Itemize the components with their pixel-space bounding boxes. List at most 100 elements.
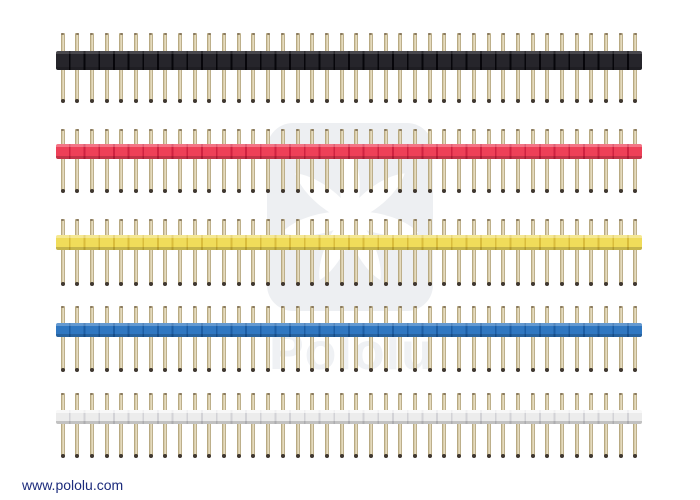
- pin-top-tip: [369, 306, 373, 308]
- header-pin: [89, 219, 94, 286]
- header-pin: [266, 393, 271, 458]
- pin-tip: [178, 282, 183, 286]
- pin-tip: [501, 368, 506, 372]
- pin-top-tip: [134, 129, 138, 131]
- pin-tip: [486, 282, 491, 286]
- pin-top-tip: [237, 219, 241, 221]
- pin-tip: [383, 99, 388, 103]
- pin-tip: [515, 99, 520, 103]
- pin-top-tip: [61, 33, 64, 35]
- pin-tip: [515, 454, 520, 458]
- pin-top-tip: [516, 306, 520, 308]
- pin-tip: [457, 282, 462, 286]
- pin-tip: [75, 368, 80, 372]
- header-pin: [354, 219, 359, 286]
- pin-tip: [398, 99, 403, 103]
- pin-top-tip: [90, 129, 94, 131]
- header-pin: [545, 306, 550, 372]
- header-pin: [368, 393, 373, 458]
- pin-top-tip: [325, 33, 329, 35]
- pin-top-tip: [340, 219, 344, 221]
- header-pin: [501, 219, 506, 286]
- header-pin: [457, 393, 462, 458]
- header-pin: [163, 129, 168, 193]
- pin-tip: [60, 368, 65, 372]
- pin-tip: [251, 189, 256, 193]
- pin-top-tip: [398, 129, 402, 131]
- header-pin: [89, 306, 94, 372]
- pin-top-tip: [178, 306, 182, 308]
- pin-top-tip: [472, 393, 476, 395]
- pin-top-tip: [296, 219, 300, 221]
- pin-top-tip: [193, 306, 197, 308]
- pin-tip: [89, 368, 94, 372]
- pin-top-tip: [296, 129, 300, 131]
- pin-tip: [618, 454, 623, 458]
- header-pin: [163, 219, 168, 286]
- pin-top-tip: [354, 393, 358, 395]
- header-pin: [501, 129, 506, 193]
- pin-top-tip: [75, 219, 79, 221]
- header-pin: [251, 306, 256, 372]
- pin-tip: [368, 282, 373, 286]
- header-pin: [589, 129, 594, 193]
- header-pin: [515, 306, 520, 372]
- header-pin: [471, 306, 476, 372]
- pin-top-tip: [619, 306, 623, 308]
- header-pin: [148, 219, 153, 286]
- pin-top-tip: [442, 219, 446, 221]
- pin-tip: [207, 282, 212, 286]
- header-pin: [457, 219, 462, 286]
- pin-tip: [515, 189, 520, 193]
- pin-top-tip: [633, 306, 637, 308]
- header-pin: [178, 306, 183, 372]
- pin-tip: [398, 454, 403, 458]
- pin-top-tip: [472, 129, 476, 131]
- pin-top-tip: [207, 33, 211, 35]
- header-pin: [589, 393, 594, 458]
- pin-top-tip: [119, 393, 123, 395]
- pin-top-tip: [633, 129, 637, 131]
- pin-top-tip: [457, 129, 461, 131]
- pin-top-tip: [90, 219, 94, 221]
- pin-top-tip: [251, 33, 255, 35]
- pin-top-tip: [428, 33, 432, 35]
- pin-top-tip: [119, 129, 123, 131]
- pin-tip: [119, 189, 124, 193]
- pin-top-tip: [604, 219, 608, 221]
- pin-top-tip: [134, 306, 138, 308]
- pin-tip: [207, 189, 212, 193]
- pin-tip: [559, 454, 564, 458]
- pin-tip: [457, 189, 462, 193]
- header-pin: [545, 129, 550, 193]
- pin-top-tip: [369, 129, 373, 131]
- pin-tip: [324, 368, 329, 372]
- header-pin: [133, 306, 138, 372]
- pin-top-tip: [281, 393, 285, 395]
- header-pin: [148, 393, 153, 458]
- pin-top-tip: [207, 129, 211, 131]
- header-pin: [266, 129, 271, 193]
- header-pin: [559, 393, 564, 458]
- header-pin: [192, 306, 197, 372]
- pin-top-tip: [384, 393, 388, 395]
- pin-tip: [618, 99, 623, 103]
- pin-top-tip: [369, 33, 373, 35]
- pin-top-tip: [560, 306, 564, 308]
- header-pin: [236, 393, 241, 458]
- pin-tip: [324, 282, 329, 286]
- pin-tip: [471, 454, 476, 458]
- pin-top-tip: [90, 33, 94, 35]
- pin-top-tip: [105, 219, 109, 221]
- pin-tip: [530, 189, 535, 193]
- pin-tip: [368, 99, 373, 103]
- header-pin: [310, 306, 315, 372]
- header-pin: [178, 219, 183, 286]
- pin-tip: [427, 99, 432, 103]
- pin-top-tip: [90, 306, 94, 308]
- pin-tip: [192, 189, 197, 193]
- header-pin: [486, 219, 491, 286]
- pin-tip: [163, 99, 168, 103]
- pin-tip: [383, 454, 388, 458]
- pin-tip: [471, 282, 476, 286]
